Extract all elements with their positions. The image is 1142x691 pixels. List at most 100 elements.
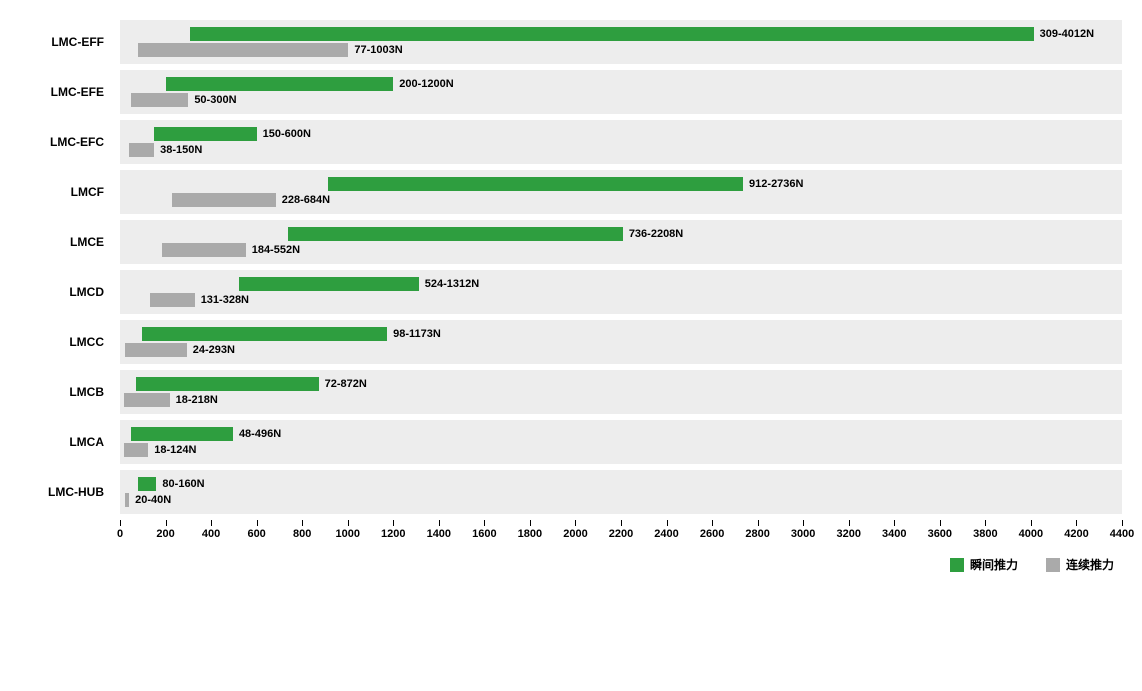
x-tick-label: 2000 — [563, 528, 587, 540]
x-tick-label: 3600 — [928, 528, 952, 540]
peak-bar — [166, 77, 394, 91]
bar-wrap-peak: 48-496N — [120, 427, 1122, 441]
peak-bar-label: 200-1200N — [393, 77, 453, 91]
x-tick — [484, 520, 485, 526]
x-tick — [1122, 520, 1123, 526]
row-band: 200-1200N 50-300N — [120, 70, 1122, 114]
category-label: LMCE — [20, 220, 120, 264]
bar-wrap-peak: 524-1312N — [120, 277, 1122, 291]
peak-bar-label: 736-2208N — [623, 227, 683, 241]
x-tick-label: 600 — [247, 528, 265, 540]
row-band: 48-496N 18-124N — [120, 420, 1122, 464]
row-band: 912-2736N228-684N — [120, 170, 1122, 214]
x-tick-label: 2800 — [745, 528, 769, 540]
x-tick-label: 3400 — [882, 528, 906, 540]
chart-row: LMCA48-496N 18-124N — [20, 420, 1122, 464]
bar-wrap-cont: 24-293N — [120, 343, 1122, 357]
cont-bar — [138, 43, 349, 57]
x-tick-label: 1200 — [381, 528, 405, 540]
bar-wrap-cont: 18-218N — [120, 393, 1122, 407]
peak-bar — [239, 277, 418, 291]
chart-row: LMC-EFE 200-1200N 50-300N — [20, 70, 1122, 114]
x-tick-label: 3200 — [836, 528, 860, 540]
cont-bar-label: 18-124N — [148, 443, 196, 457]
chart-row: LMC-EFF309-4012N77-1003N — [20, 20, 1122, 64]
bar-wrap-cont: 228-684N — [120, 193, 1122, 207]
bar-wrap-cont: 50-300N — [120, 93, 1122, 107]
category-label: LMC-EFE — [20, 70, 120, 114]
peak-bar — [190, 27, 1033, 41]
row-band: 80-160N 20-40N — [120, 470, 1122, 514]
x-axis-area: 0200400600800100012001400160018002000220… — [20, 520, 1122, 544]
bar-wrap-peak: 72-872N — [120, 377, 1122, 391]
row-band: 150-600N 38-150N — [120, 120, 1122, 164]
x-tick — [393, 520, 394, 526]
bar-wrap-cont: 184-552N — [120, 243, 1122, 257]
bar-wrap-peak: 80-160N — [120, 477, 1122, 491]
chart-row: LMCE 736-2208N 184-552N — [20, 220, 1122, 264]
row-band: 309-4012N77-1003N — [120, 20, 1122, 64]
peak-bar — [138, 477, 156, 491]
legend-item-cont: 连续推力 — [1046, 556, 1114, 573]
thrust-range-chart: LMC-EFF309-4012N77-1003NLMC-EFE200-1200N… — [20, 20, 1122, 573]
category-label: LMCD — [20, 270, 120, 314]
bar-wrap-peak: 150-600N — [120, 127, 1122, 141]
category-label: LMCA — [20, 420, 120, 464]
x-tick — [894, 520, 895, 526]
cont-bar — [124, 393, 170, 407]
x-tick — [985, 520, 986, 526]
x-tick — [803, 520, 804, 526]
x-tick-label: 4000 — [1019, 528, 1043, 540]
cont-bar-label: 24-293N — [187, 343, 235, 357]
legend-label-peak: 瞬间推力 — [970, 556, 1018, 573]
cont-bar-label: 38-150N — [154, 143, 202, 157]
x-tick — [1031, 520, 1032, 526]
x-tick — [211, 520, 212, 526]
cont-bar — [150, 293, 195, 307]
cont-bar — [172, 193, 276, 207]
peak-bar-label: 309-4012N — [1034, 27, 1094, 41]
x-tick — [439, 520, 440, 526]
peak-bar-label: 524-1312N — [419, 277, 479, 291]
x-tick — [348, 520, 349, 526]
bar-wrap-cont: 20-40N — [120, 493, 1122, 507]
cont-bar-label: 184-552N — [246, 243, 300, 257]
bar-wrap-cont: 38-150N — [120, 143, 1122, 157]
category-label: LMCB — [20, 370, 120, 414]
chart-row: LMCB72-872N 18-218N — [20, 370, 1122, 414]
x-tick — [302, 520, 303, 526]
x-tick-label: 4200 — [1064, 528, 1088, 540]
row-band: 72-872N 18-218N — [120, 370, 1122, 414]
x-tick-label: 3000 — [791, 528, 815, 540]
chart-row: LMC-EFC150-600N38-150N — [20, 120, 1122, 164]
cont-bar-label: 20-40N — [129, 493, 171, 507]
x-tick — [621, 520, 622, 526]
cont-bar — [131, 93, 188, 107]
x-tick — [712, 520, 713, 526]
peak-bar-label: 80-160N — [156, 477, 204, 491]
x-tick — [667, 520, 668, 526]
bar-wrap-cont: 131-328N — [120, 293, 1122, 307]
x-tick — [1076, 520, 1077, 526]
row-band: 736-2208N 184-552N — [120, 220, 1122, 264]
x-tick — [575, 520, 576, 526]
row-band: 98-1173N 24-293N — [120, 320, 1122, 364]
legend: 瞬间推力 连续推力 — [20, 556, 1122, 573]
cont-bar — [129, 143, 155, 157]
x-tick-label: 400 — [202, 528, 220, 540]
x-tick-label: 2200 — [609, 528, 633, 540]
x-tick — [849, 520, 850, 526]
x-tick-label: 1600 — [472, 528, 496, 540]
cont-bar-label: 18-218N — [170, 393, 218, 407]
chart-rows: LMC-EFF309-4012N77-1003NLMC-EFE200-1200N… — [20, 20, 1122, 514]
x-tick-label: 1400 — [427, 528, 451, 540]
cont-bar — [125, 343, 186, 357]
x-tick-label: 200 — [156, 528, 174, 540]
bar-wrap-peak: 98-1173N — [120, 327, 1122, 341]
x-tick — [530, 520, 531, 526]
chart-row: LMCF912-2736N228-684N — [20, 170, 1122, 214]
row-band: 524-1312N 131-328N — [120, 270, 1122, 314]
x-tick-label: 2400 — [654, 528, 678, 540]
x-tick — [758, 520, 759, 526]
bar-wrap-peak: 309-4012N — [120, 27, 1122, 41]
